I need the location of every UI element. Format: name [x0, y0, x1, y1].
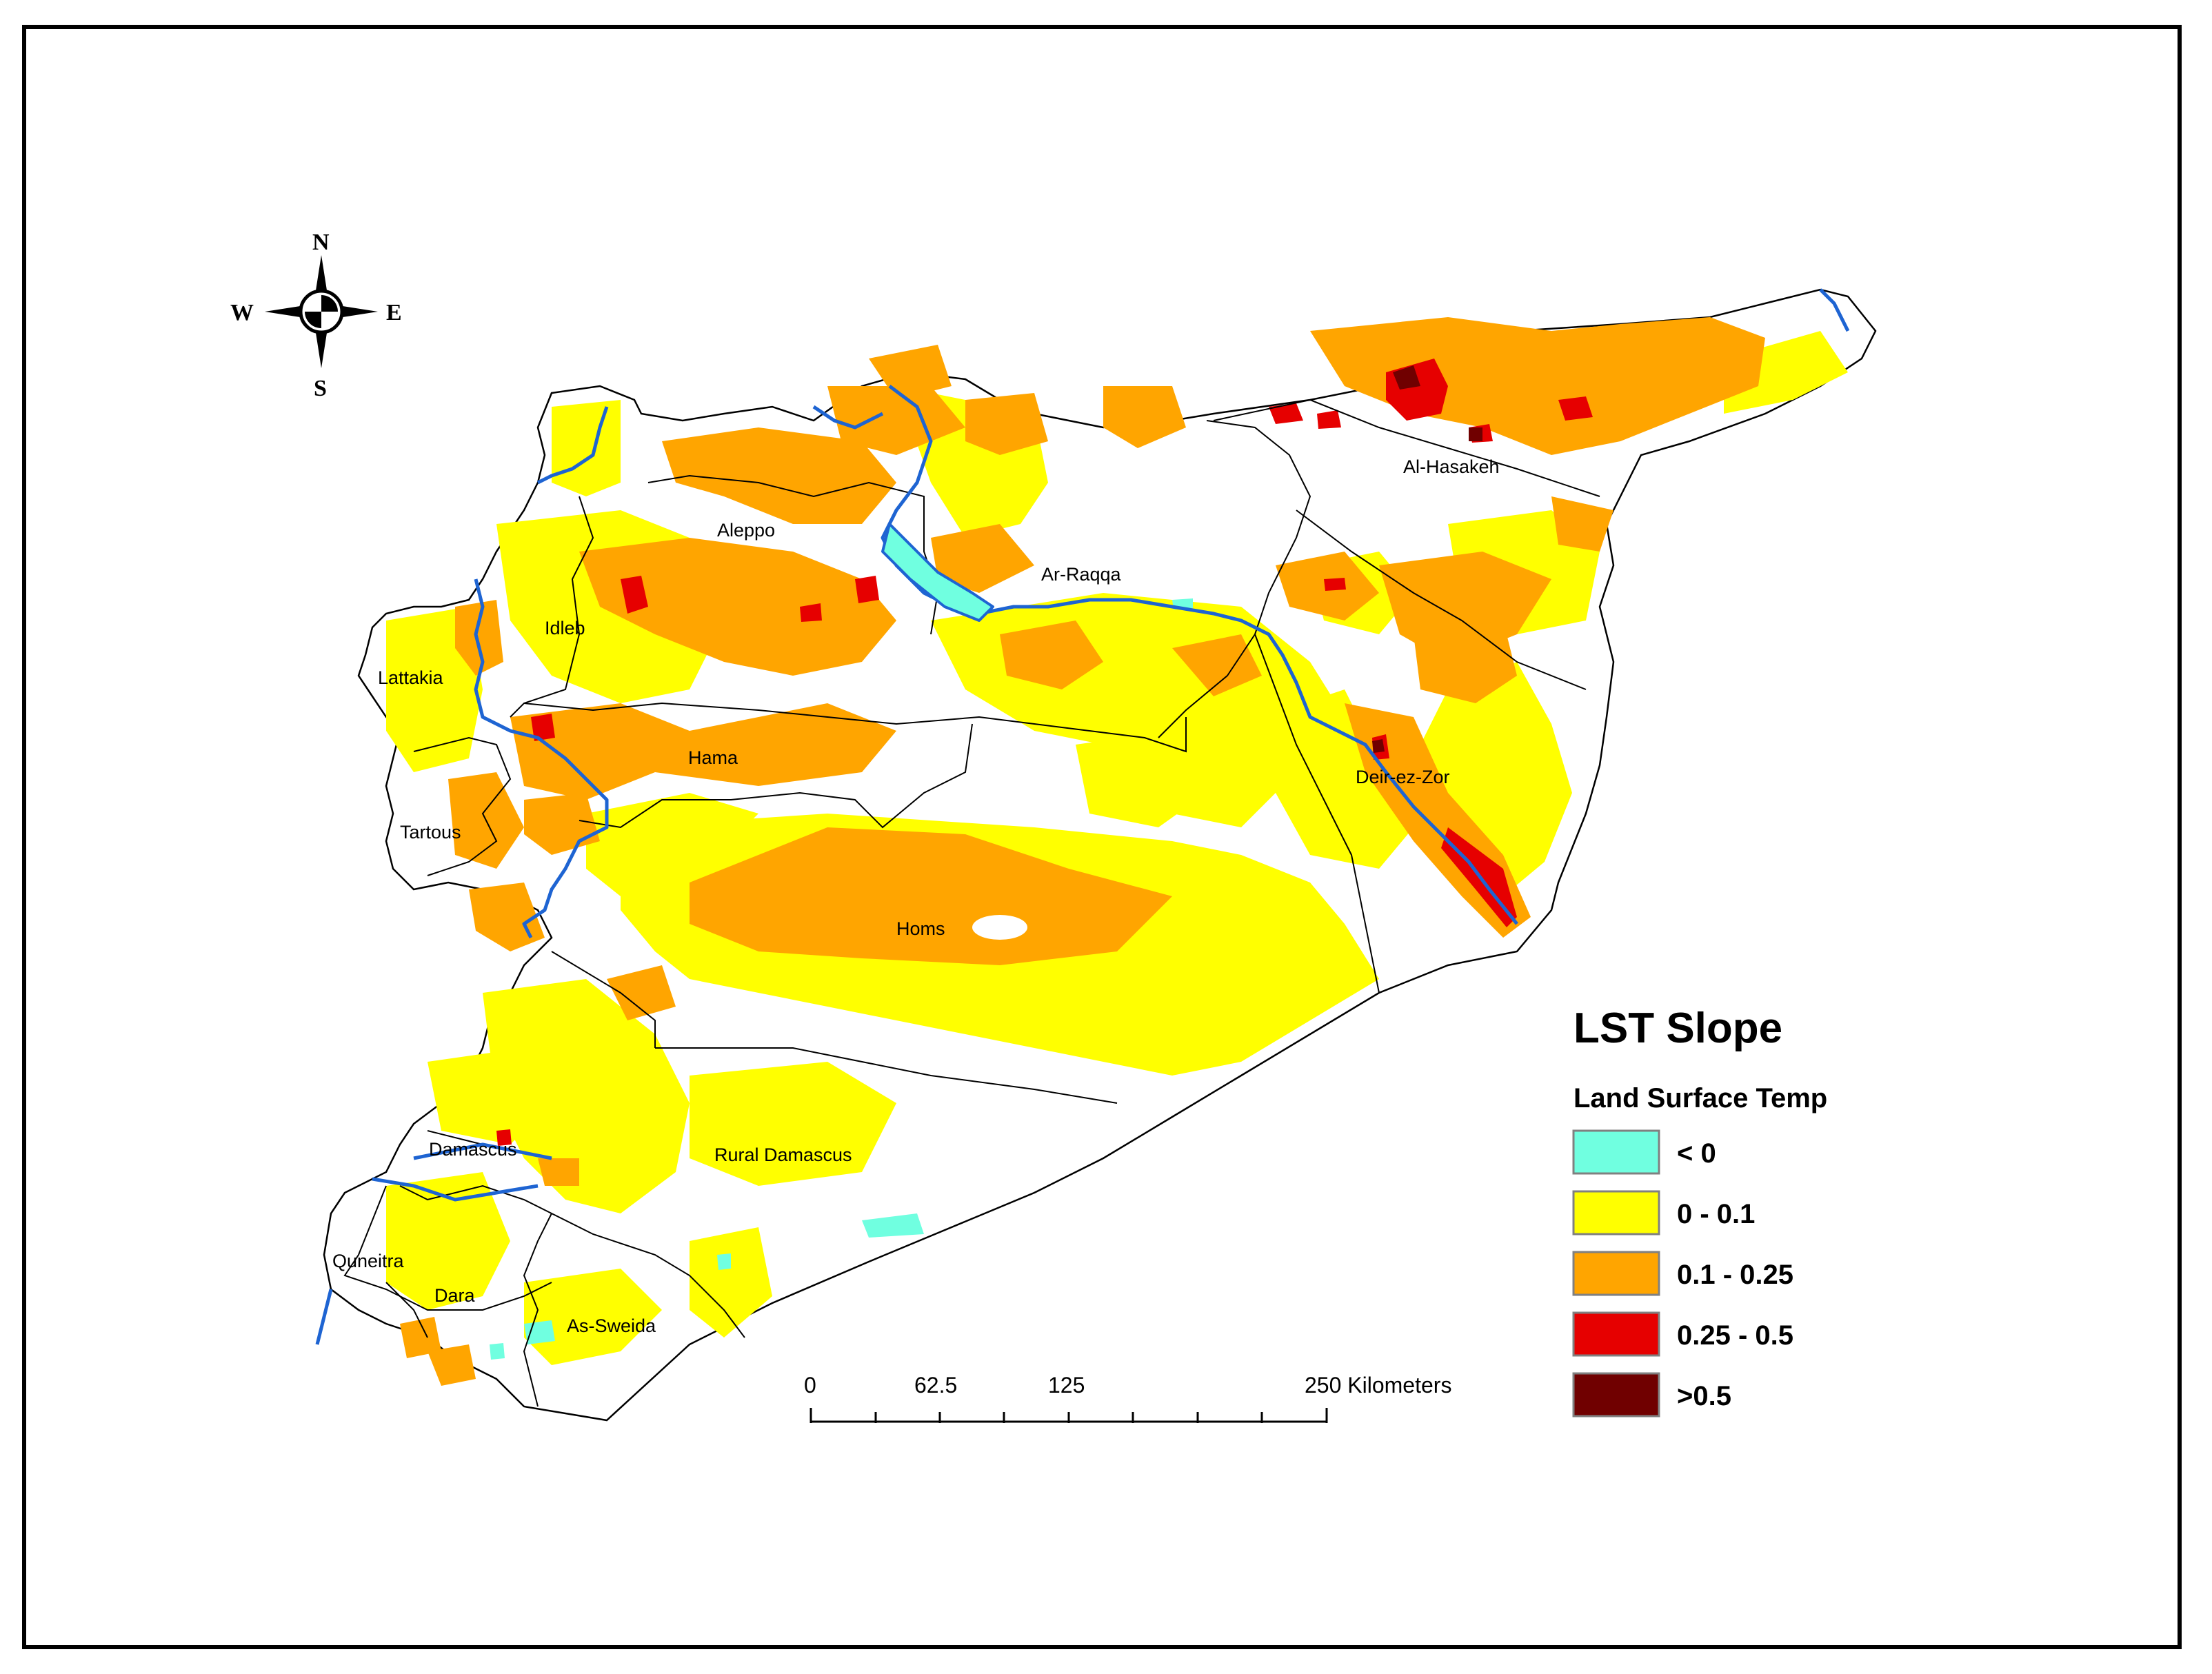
- legend-swatch-0.1-0.25: [1572, 1251, 1660, 1296]
- compass-label-w: W: [230, 300, 254, 325]
- region-label-deir-ez-zor: Deir-ez-Zor: [1356, 767, 1450, 787]
- lst-class-0.1-0.25: [400, 317, 1765, 1386]
- region-label-rural-damascus: Rural Damascus: [714, 1144, 852, 1165]
- compass-label-e: E: [386, 300, 402, 325]
- scale-bar: [810, 1408, 1328, 1423]
- compass-west-arrow: [265, 305, 309, 319]
- region-label-quneitra: Quneitra: [332, 1251, 405, 1271]
- litani-river: [315, 1289, 333, 1345]
- region-label-tartous: Tartous: [400, 822, 461, 843]
- compass-east-arrow: [334, 305, 378, 319]
- legend: LST Slope Land Surface Temp < 0 0 - 0.1 …: [1572, 1005, 1827, 1418]
- rivers: [315, 288, 1850, 1345]
- legend-swatch-0.25-0.5: [1572, 1311, 1660, 1357]
- region-label-homs: Homs: [896, 918, 945, 939]
- region-label-damascus: Damascus: [429, 1139, 517, 1160]
- legend-swatch-0-0.1: [1572, 1190, 1660, 1236]
- region-labels: Al-Hasakeh Aleppo Ar-Raqqa Idleb Lattaki…: [332, 456, 1500, 1336]
- admin-boundaries: [343, 399, 1600, 1407]
- region-label-al-hasakeh: Al-Hasakeh: [1403, 456, 1500, 477]
- legend-subtitle: Land Surface Temp: [1573, 1083, 1827, 1113]
- compass-label-n: N: [312, 230, 330, 255]
- legend-swatch-gt-0.5: [1572, 1372, 1660, 1418]
- scale-labels: 0 62.5 125 250 Kilometers: [804, 1373, 1451, 1398]
- scale-label-62-5: 62.5: [914, 1373, 957, 1398]
- compass-rose: N S E W: [230, 230, 402, 401]
- barada-river: [413, 1142, 552, 1160]
- scale-label-250: 250 Kilometers: [1305, 1373, 1451, 1398]
- region-label-aleppo: Aleppo: [717, 520, 775, 541]
- legend-label-0.25-0.5: 0.25 - 0.5: [1677, 1320, 1793, 1351]
- scale-label-0: 0: [804, 1373, 816, 1398]
- region-label-hama: Hama: [688, 747, 738, 768]
- legend-label-gt-0.5: >0.5: [1677, 1381, 1731, 1411]
- legend-label-0.1-0.25: 0.1 - 0.25: [1677, 1260, 1793, 1290]
- compass-north-arrow: [314, 255, 328, 299]
- lst-class-gt-0.5: [1372, 365, 1482, 753]
- region-label-idleb: Idleb: [545, 618, 585, 638]
- scale-label-125: 125: [1048, 1373, 1085, 1398]
- khabur-river: [1819, 288, 1850, 332]
- damascus-river-2: [372, 1177, 539, 1202]
- region-label-dara: Dara: [434, 1285, 476, 1306]
- compass-south-arrow: [314, 324, 328, 368]
- region-label-lattakia: Lattakia: [378, 667, 444, 688]
- legend-label-0-0.1: 0 - 0.1: [1677, 1199, 1755, 1229]
- orontes-river: [474, 578, 609, 939]
- homs-lake: [972, 915, 1027, 940]
- legend-label-lt-0: < 0: [1677, 1138, 1716, 1169]
- region-label-ar-raqqa: Ar-Raqqa: [1041, 564, 1122, 585]
- legend-swatch-lt-0: [1572, 1129, 1660, 1175]
- lst-class-lt-0: [490, 598, 1193, 1360]
- quwaiq-river: [812, 405, 884, 430]
- legend-title: LST Slope: [1573, 1005, 1782, 1052]
- compass-label-s: S: [314, 376, 327, 401]
- afrin-river: [536, 406, 609, 485]
- region-label-as-sweida: As-Sweida: [567, 1315, 656, 1336]
- lake-assad: [881, 523, 994, 622]
